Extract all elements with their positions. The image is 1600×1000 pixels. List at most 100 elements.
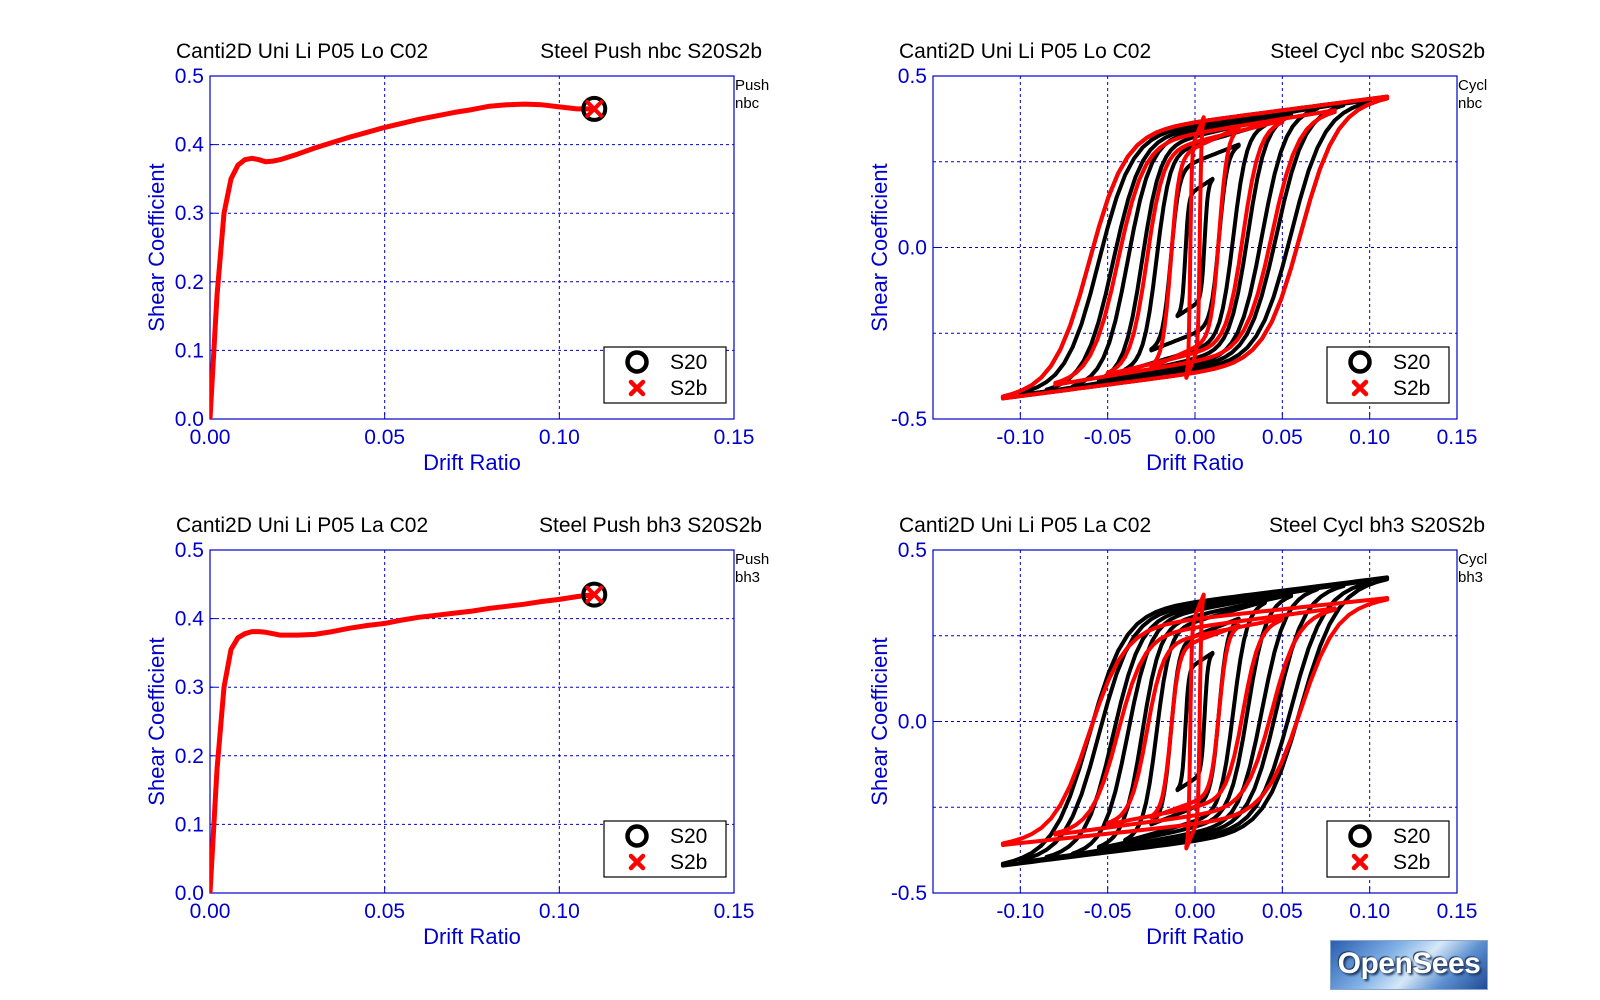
x-tick-label: 0.10: [539, 900, 580, 923]
legend-s2b-label: S2b: [1393, 851, 1430, 874]
series-s2b-loop: [1000, 94, 1390, 401]
chart-title-right: Steel Push nbc S20S2b: [540, 40, 762, 63]
x-tick-label: 0.10: [1349, 900, 1390, 923]
y-tick-label: 0.0: [175, 408, 204, 431]
y-axis-label: Shear Coefficient: [867, 637, 892, 805]
x-tick-label: 0.05: [1262, 426, 1303, 449]
chart-title-left: Canti2D Uni Li P05 Lo C02: [176, 40, 428, 63]
chart-title-left: Canti2D Uni Li P05 La C02: [899, 514, 1151, 537]
series-s20-loop: [1175, 650, 1215, 793]
legend-box: [1326, 820, 1450, 878]
chart-title-left: Canti2D Uni Li P05 La C02: [176, 514, 428, 537]
x-tick-label: 0.00: [1175, 426, 1216, 449]
chart-panel-2: Canti2D Uni Li P05 Lo C02 Steel Cycl nbc …: [867, 40, 1487, 475]
y-tick-label: 0.2: [175, 745, 204, 768]
x-tick-label: 0.10: [1349, 426, 1390, 449]
x-axis-label: Drift Ratio: [423, 924, 521, 949]
y-tick-label: 0.3: [175, 676, 204, 699]
chart-title-right: Steel Cycl bh3 S20S2b: [1269, 514, 1485, 537]
series-s2b-end-marker: [585, 99, 604, 118]
legend-s20-label: S20: [670, 351, 707, 374]
y-tick-label: 0.2: [175, 271, 204, 294]
plot-frame: [209, 549, 735, 894]
side-note-1: Push: [735, 551, 769, 568]
x-tick-label: 0.15: [1437, 900, 1478, 923]
legend-box: [1326, 346, 1450, 404]
x-tick-label: 0.15: [1437, 426, 1478, 449]
plot-area: [210, 592, 595, 893]
side-note-1: Push: [735, 77, 769, 94]
legend-s20-marker: [1348, 350, 1372, 374]
series-s20-end-marker: [581, 95, 608, 122]
legend-s20-label: S20: [1393, 351, 1430, 374]
series-s2b-loop: [1105, 616, 1285, 827]
legend-box: [603, 346, 727, 404]
chart-title-right: Steel Cycl nbc S20S2b: [1270, 40, 1485, 63]
series-s2b-end-marker: [585, 585, 604, 604]
series-s2b-line: [210, 101, 595, 419]
y-axis-label: Shear Coefficient: [144, 637, 169, 805]
side-note-2: nbc: [735, 95, 760, 112]
chart-panel-3: Canti2D Uni Li P05 La C02 Steel Push bh3 …: [144, 514, 769, 949]
y-tick-label: 0.1: [175, 813, 204, 836]
x-tick-label: -0.05: [1084, 426, 1132, 449]
side-note-1: Cycl: [1458, 77, 1487, 94]
x-tick-label: 0.00: [190, 426, 231, 449]
side-note-2: bh3: [735, 569, 760, 586]
x-tick-label: -0.10: [996, 426, 1044, 449]
x-axis-label: Drift Ratio: [423, 450, 521, 475]
series-s2b-loop: [1000, 596, 1390, 847]
legend-s20-label: S20: [670, 825, 707, 848]
series-s20-loop: [1000, 575, 1390, 868]
legend-s2b-label: S2b: [670, 851, 707, 874]
series-s2b-loop: [1053, 606, 1337, 837]
y-axis-label: Shear Coefficient: [144, 163, 169, 331]
x-tick-label: 0.10: [539, 426, 580, 449]
x-tick-label: 0.15: [714, 426, 755, 449]
y-tick-label: 0.0: [898, 237, 927, 260]
x-tick-label: 0.15: [714, 900, 755, 923]
y-tick-label: 0.5: [175, 65, 204, 88]
opensees-logo: OpenSees: [1330, 940, 1488, 990]
opensees-logo-text: OpenSees: [1337, 947, 1481, 980]
series-s2b-loop: [1149, 125, 1241, 370]
x-tick-label: -0.10: [996, 900, 1044, 923]
x-axis-label: Drift Ratio: [1146, 924, 1244, 949]
x-axis-label: Drift Ratio: [1146, 450, 1244, 475]
legend: S20S2b: [1326, 346, 1450, 404]
chart-title-right: Steel Push bh3 S20S2b: [539, 514, 762, 537]
legend: S20S2b: [603, 346, 727, 404]
x-tick-label: -0.05: [1084, 900, 1132, 923]
y-tick-label: 0.5: [898, 539, 927, 562]
legend-s2b-marker: [628, 853, 646, 871]
plot-frame: [209, 75, 735, 420]
series-s2b-line: [210, 592, 595, 893]
plot-area: [1000, 575, 1390, 868]
y-tick-label: 0.4: [175, 134, 205, 157]
y-tick-label: 0.1: [175, 339, 204, 362]
legend-s20-marker: [625, 350, 649, 374]
x-tick-label: 0.00: [190, 900, 231, 923]
x-tick-label: 0.05: [364, 426, 405, 449]
y-tick-label: 0.5: [898, 65, 927, 88]
legend-s20-marker: [1348, 824, 1372, 848]
series-s2b-loop: [1053, 108, 1337, 387]
y-tick-label: 0.5: [175, 539, 204, 562]
legend-s2b-marker: [628, 379, 646, 397]
y-tick-label: -0.5: [891, 882, 927, 905]
series-s20-end-marker: [581, 581, 608, 608]
y-tick-label: 0.0: [175, 882, 204, 905]
side-note-1: Cycl: [1458, 551, 1487, 568]
side-note-2: bh3: [1458, 569, 1483, 586]
x-tick-label: 0.05: [364, 900, 405, 923]
legend-s2b-label: S2b: [1393, 377, 1430, 400]
series-s20-loop: [1175, 176, 1215, 319]
legend: S20S2b: [1326, 820, 1450, 878]
series-s20-loop: [1149, 142, 1241, 353]
legend-s2b-label: S2b: [670, 377, 707, 400]
x-tick-label: 0.00: [1175, 900, 1216, 923]
plot-area: [1000, 94, 1390, 401]
plot-area: [210, 101, 595, 419]
series-s2b-loop: [1105, 118, 1285, 377]
